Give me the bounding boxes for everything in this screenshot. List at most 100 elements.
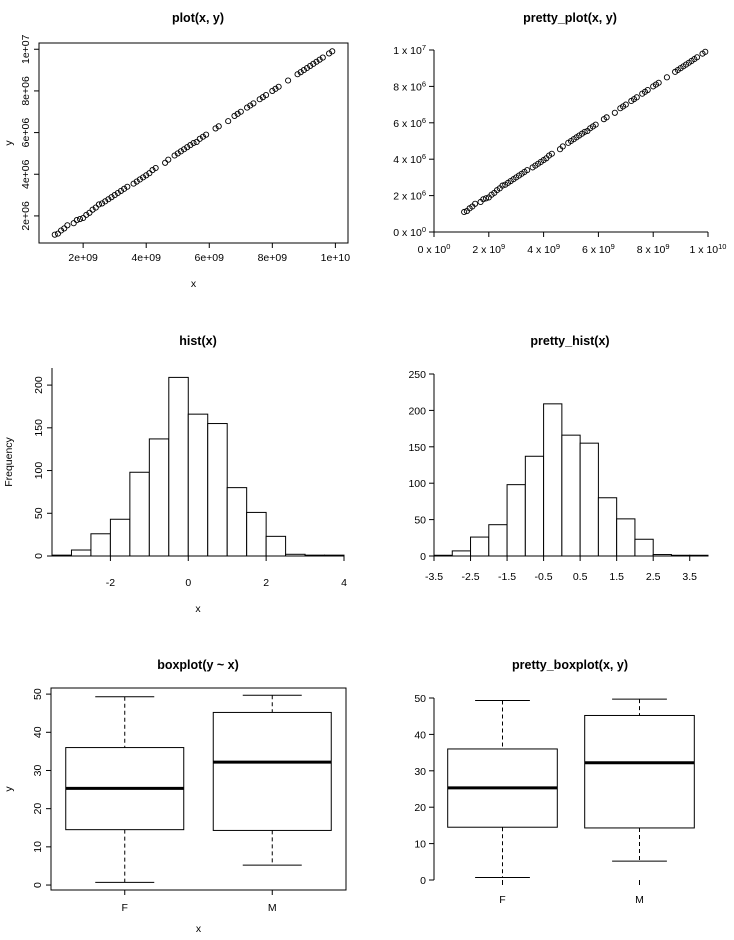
y-tick-label: 150 [33,419,45,437]
data-point [262,92,270,99]
chart-panel-3: hist(x) 0 50 100 150 200 -2 0 2 4 x Frequency [3,334,347,615]
data-point [171,152,178,159]
x-tick-label: 2 x 109 [472,242,505,256]
x-tick-label: M [635,894,644,906]
data-point [136,176,143,183]
tick-label-base: 8 x 10 [637,244,666,256]
data-point [461,208,468,216]
x-axis-label: x [196,923,202,935]
chart-title: pretty_hist(x) [530,334,609,348]
tick-label-base: 2 x 10 [472,244,501,256]
data-point [51,231,58,238]
histogram-bar [506,484,526,557]
y-axis-label: Frequency [3,436,15,486]
y-tick-label: 20 [32,803,44,815]
x-tick-label: 0.5 [573,571,588,583]
data-point [199,133,207,140]
y-tick-label: 10 [414,839,426,851]
histogram-bar [324,554,345,557]
data-point [99,200,106,207]
data-point [294,71,301,78]
data-point [256,96,263,103]
data-point [611,109,618,116]
y-tick-label: 8 x 106 [393,79,426,93]
histogram-bar [226,487,248,557]
data-point [250,100,257,107]
y-tick-label: 20 [414,802,426,814]
histogram-bar [524,455,545,557]
tick-label-base: 2 x 10 [393,191,422,203]
y-tick-label: 150 [408,442,426,454]
data-point [86,209,93,216]
data-point [124,183,131,190]
data-point [193,138,200,146]
x-tick-label: -2 [106,577,115,589]
tick-label-exponent: 0 [446,242,450,251]
data-point [165,156,172,163]
data-point [92,204,99,211]
x-tick-label: 0 [185,577,191,589]
y-tick-label: 100 [408,478,426,490]
data-point [73,217,80,224]
chart-panel-1: plot(x, y) 2e+06 4e+06 6e+06 8e+06 1e+07 2e+09… [3,11,350,290]
y-tick-label: 2 x 106 [393,189,426,203]
data-point [272,85,279,92]
histogram-bar [70,549,92,557]
x-tick-label: 1.5 [609,571,624,583]
tick-label-exponent: 7 [422,43,426,52]
chart-title: hist(x) [179,334,217,348]
y-tick-label: 200 [408,405,426,417]
y-axis-label: y [3,140,15,146]
data-point [83,211,90,218]
histogram-bar [597,497,618,557]
tick-label-base: 0 x 10 [418,244,447,256]
data-point [499,182,506,189]
tick-label-base: 4 x 10 [393,154,422,166]
data-point [187,142,194,149]
y-tick-label: 10 [32,841,44,853]
chart-title: boxplot(y ~ x) [157,658,239,672]
data-point [603,114,610,121]
data-point [644,86,651,94]
y-tick-label: 0 x 100 [393,225,426,239]
data-point [524,167,531,174]
data-point [76,215,84,223]
data-point [275,83,282,90]
x-tick-label: -0.5 [535,571,553,583]
data-point [190,139,197,147]
tick-label-base: 4 x 10 [527,244,556,256]
y-tick-label: 6e+06 [20,118,32,148]
tick-label-exponent: 9 [501,242,505,251]
histogram-bar [129,471,150,557]
data-point [177,148,184,155]
tick-label-exponent: 10 [718,242,726,251]
histogram-bar [187,413,209,557]
y-tick-label: 100 [33,462,45,480]
y-tick-label: 30 [414,766,426,778]
y-tick-label: 1 x 107 [393,43,426,57]
histogram-bar [670,554,691,557]
data-point [58,227,65,234]
x-axis-label: x [191,278,197,290]
data-point [64,222,71,229]
y-tick-label: 4e+06 [20,159,32,189]
data-point [89,206,96,213]
y-tick-label: 8e+06 [20,76,32,106]
data-point [105,196,112,203]
histogram-bar [579,442,599,557]
histogram-bar [207,423,228,557]
x-tick-label: -2.5 [461,571,479,583]
tick-label-exponent: 6 [422,116,426,125]
histogram-bar [470,536,490,557]
data-point [285,77,292,84]
data-point [149,167,156,174]
chart-title: plot(x, y) [172,11,224,25]
histogram-bar [561,434,581,557]
y-tick-label: 40 [414,729,426,741]
data-point [231,112,238,119]
data-point [143,172,150,179]
chart-panel-6: pretty_boxplot(x, y) 0 10 20 30 40 50 F M [414,658,695,906]
data-point [237,108,244,115]
data-point [303,64,311,72]
y-tick-label: 50 [32,688,44,700]
